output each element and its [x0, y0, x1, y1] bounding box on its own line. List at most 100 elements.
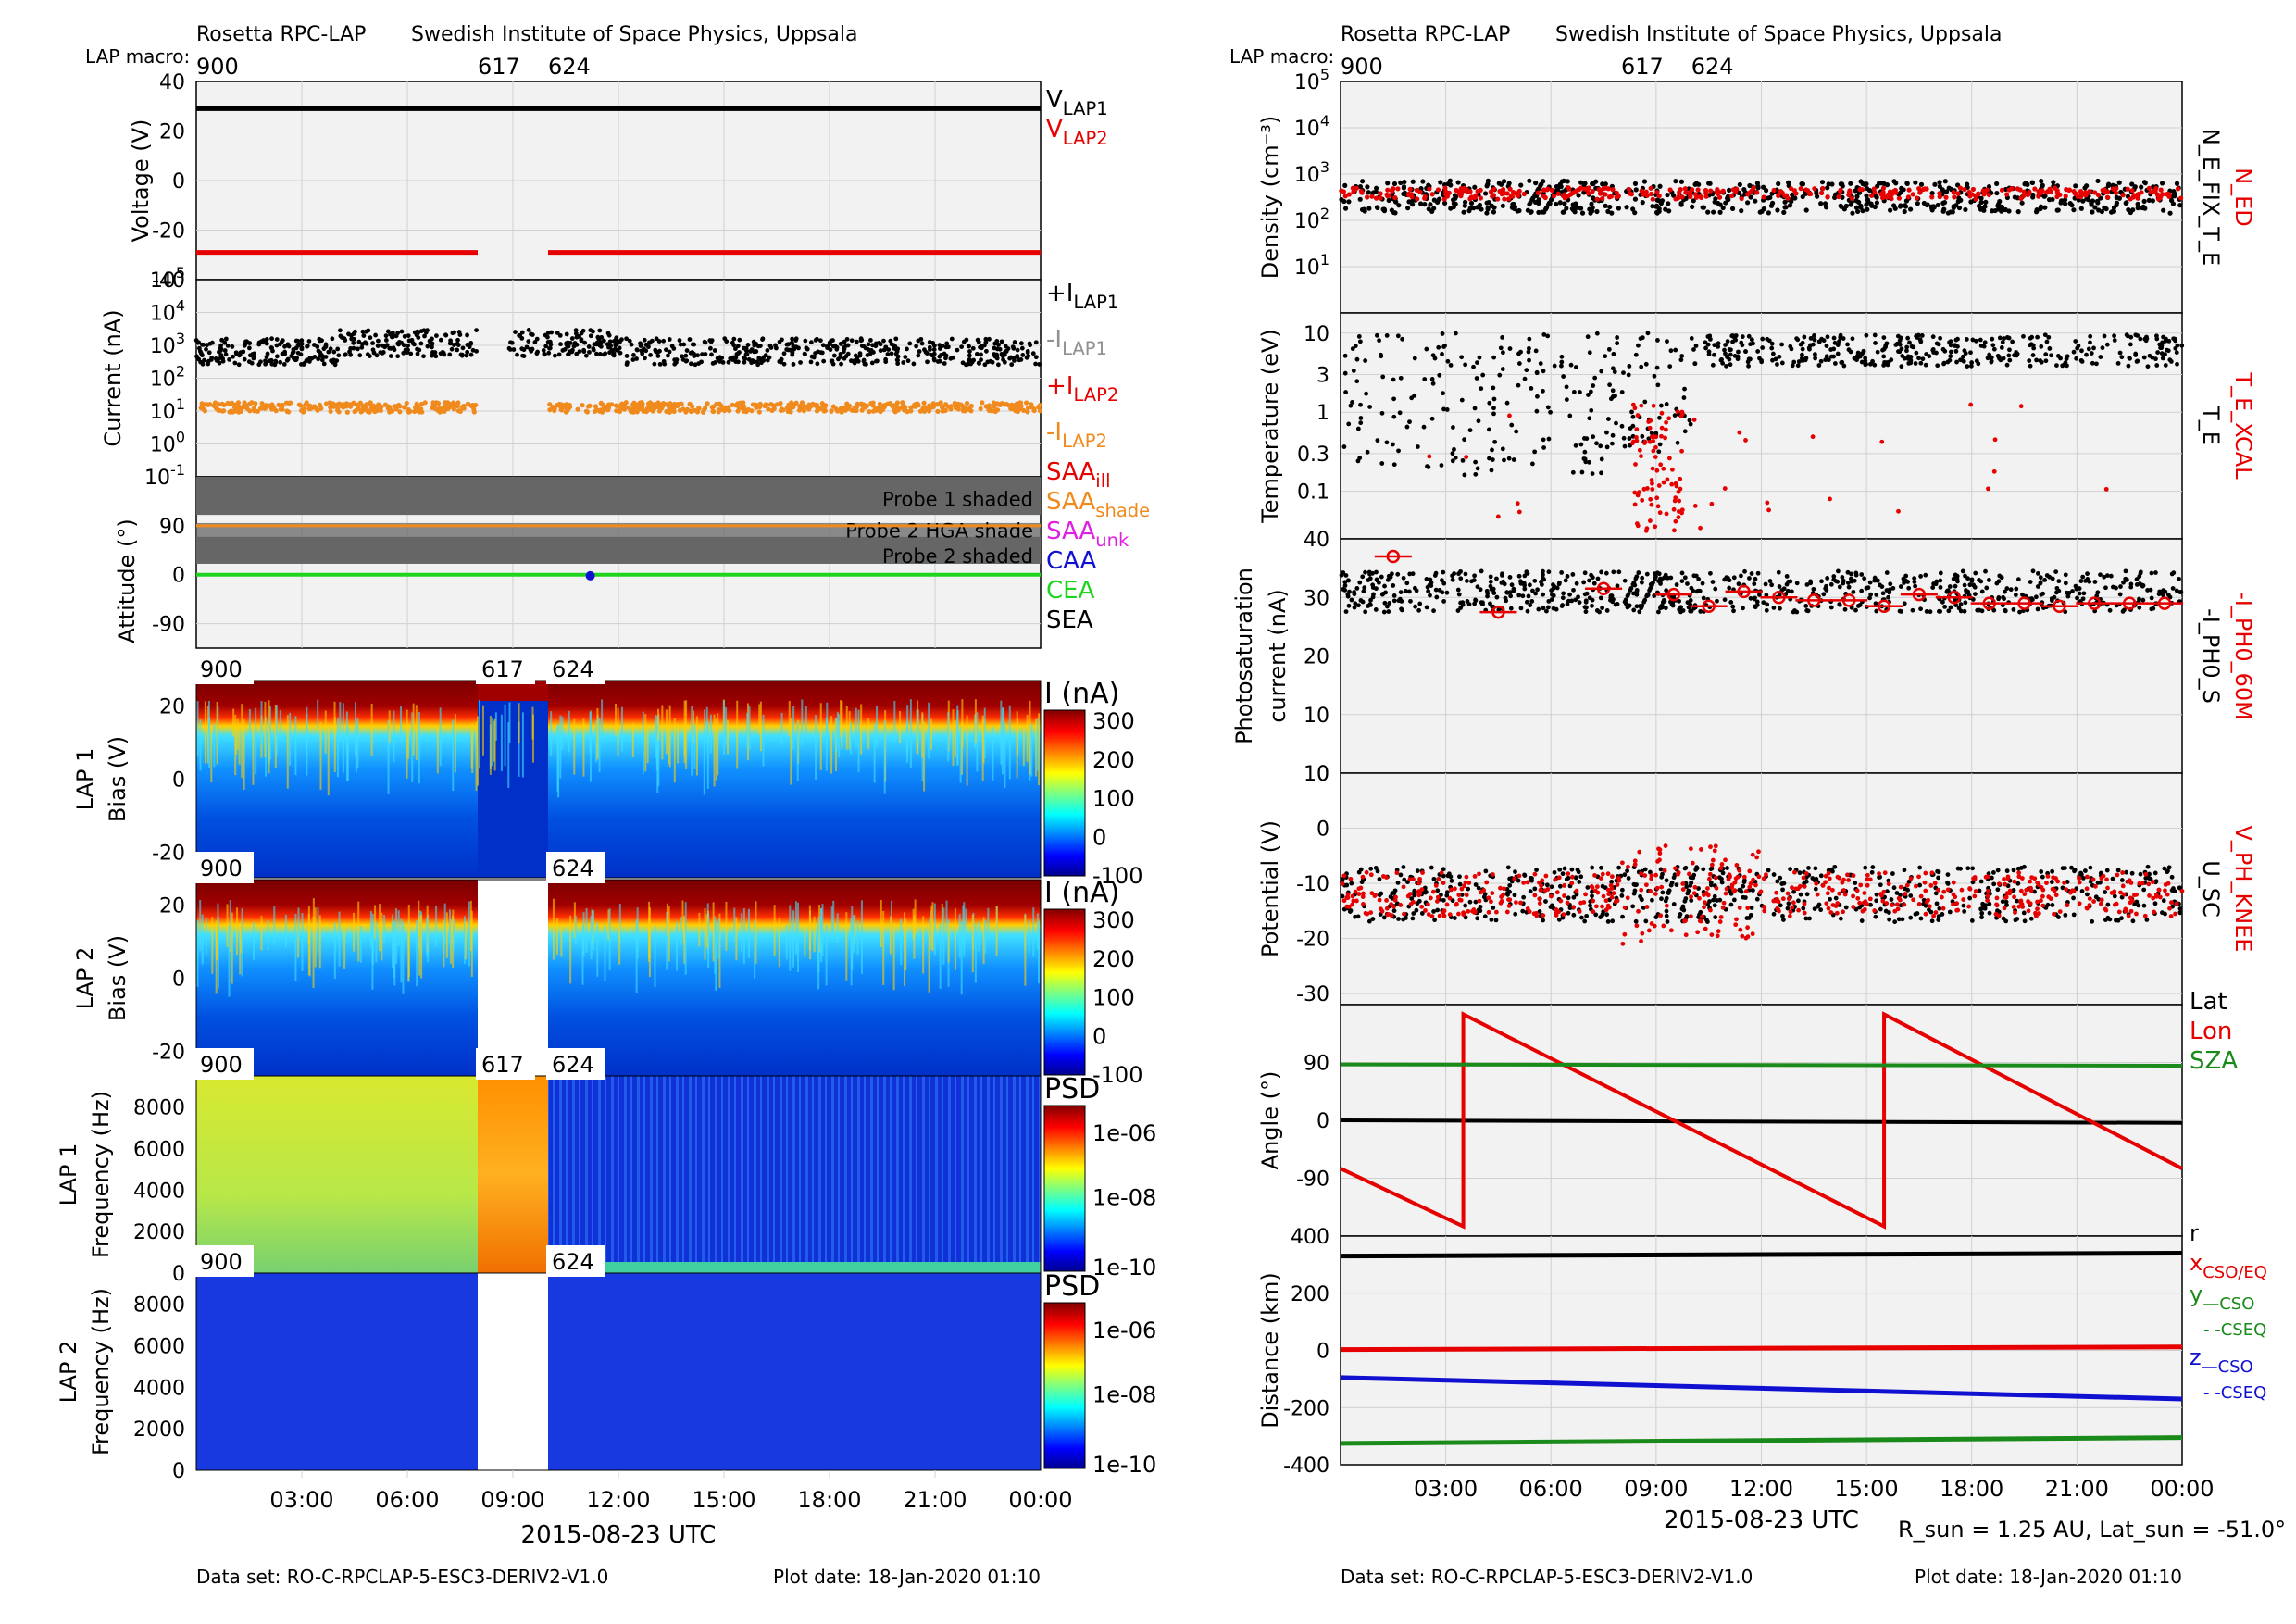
density-point [1384, 192, 1390, 198]
heatmap-streak [917, 709, 919, 742]
current-point [692, 354, 697, 358]
temperature-point [1453, 331, 1458, 336]
tick-exp: 5 [176, 264, 185, 281]
temperature-point [1661, 466, 1666, 471]
temperature-point [1760, 336, 1766, 342]
temperature-point [2160, 356, 2165, 361]
current-point [731, 343, 737, 348]
temperature-point [2142, 336, 2148, 342]
temperature-point [1610, 432, 1616, 438]
temperature-point [1473, 459, 1479, 465]
current-point [615, 348, 620, 353]
photo-point [1859, 588, 1865, 593]
current-point [383, 338, 389, 343]
current-point [746, 356, 752, 362]
current-point [700, 352, 705, 357]
density-point [1596, 186, 1602, 193]
density-point [2135, 206, 2140, 211]
heatmap-streak [479, 699, 481, 769]
current-point [829, 358, 834, 364]
photo-point [2087, 579, 2092, 584]
current-point [661, 338, 667, 344]
density-point [1943, 189, 1950, 194]
potential-point [1467, 899, 1473, 905]
temperature-point [1681, 395, 1687, 400]
heatmap-streak [705, 914, 708, 948]
photo-point [1386, 573, 1391, 579]
photo-point [1679, 570, 1685, 576]
current-point [587, 349, 592, 355]
temperature-point [1341, 444, 1347, 449]
temperature-point [1587, 350, 1592, 356]
heatmap-streak [400, 918, 403, 983]
heatmap-streak [370, 703, 373, 756]
current-point [1037, 408, 1043, 414]
temperature-point [1504, 400, 1510, 406]
temperature-point [1899, 346, 1904, 352]
heatmap-streak [507, 722, 510, 789]
current-point [968, 408, 974, 414]
photo-point [1694, 589, 1700, 594]
temperature-point [1384, 440, 1390, 445]
density-point [2104, 194, 2111, 200]
current-point [337, 328, 343, 333]
potential-point [1874, 892, 1879, 897]
current-point [355, 402, 360, 408]
current-point [883, 356, 889, 362]
temperature-point [2001, 356, 2006, 361]
heatmap-streak [773, 905, 776, 956]
photo-point [1500, 572, 1504, 578]
current-point [519, 335, 525, 341]
density-point [1951, 190, 1956, 195]
current-point [343, 352, 348, 357]
density-point [1970, 186, 1977, 193]
temperature-point [1651, 439, 1656, 443]
temperature-point [1613, 394, 1617, 398]
photo-point [1853, 607, 1858, 613]
density-point [1692, 192, 1699, 197]
heatmap-streak [204, 701, 206, 764]
temperature-point [1664, 402, 1669, 406]
current-point [948, 356, 954, 361]
photo-point [1731, 608, 1736, 614]
photo-point [1875, 578, 1880, 583]
temperature-point [1502, 457, 1506, 463]
temperature-point [2047, 346, 2053, 351]
temperature-point [1992, 437, 1998, 443]
current-point [968, 403, 974, 409]
y-tick: 40 [159, 71, 185, 94]
temperature-point [1648, 518, 1653, 523]
current-point [258, 406, 264, 411]
current-point [735, 408, 741, 414]
photo-point [1696, 577, 1702, 581]
current-point [583, 408, 590, 414]
photo-point [2134, 577, 2140, 582]
current-point [1033, 361, 1038, 367]
density-point [2090, 209, 2095, 215]
photo-point [2078, 579, 2084, 583]
current-point [925, 359, 930, 365]
temperature-point [1532, 449, 1538, 455]
x-axis-label: 2015-08-23 UTC [521, 1521, 717, 1549]
density-point [1370, 190, 1377, 195]
temperature-point [1970, 337, 1976, 343]
heatmap-streak [235, 724, 238, 756]
temperature-point [1375, 438, 1380, 443]
heatmap-streak [715, 718, 718, 781]
current-point [735, 359, 741, 365]
heatmap-streak [657, 714, 660, 786]
density-point [1594, 208, 1600, 215]
current-point [768, 402, 774, 407]
current-point [815, 361, 820, 367]
temperature-point [1640, 497, 1645, 503]
temperature-point [2002, 336, 2006, 341]
density-point [1806, 191, 1813, 197]
temperature-point [1857, 354, 1863, 359]
current-point [1029, 402, 1034, 407]
macro-number: 617 [478, 54, 520, 80]
density-point [1603, 192, 1608, 197]
temperature-point [1594, 331, 1600, 336]
current-point [526, 328, 531, 332]
current-point [886, 347, 892, 352]
temperature-point [1564, 384, 1569, 390]
